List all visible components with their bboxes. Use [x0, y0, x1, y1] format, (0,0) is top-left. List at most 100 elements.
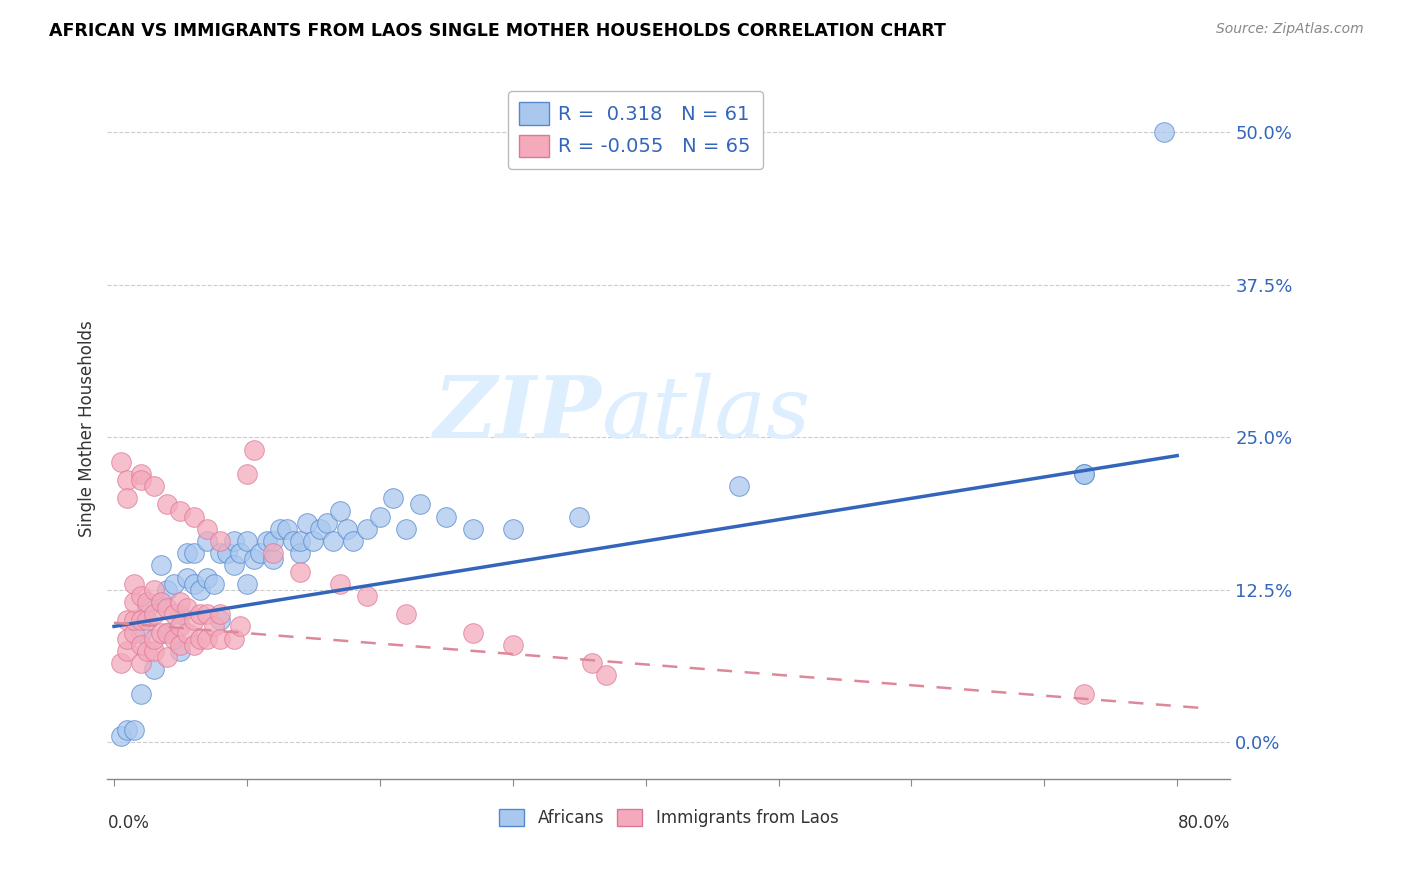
- Point: [288, 546, 311, 560]
- Point: [342, 534, 364, 549]
- Point: [190, 607, 212, 622]
- Point: [502, 522, 524, 536]
- Point: [149, 595, 172, 609]
- Point: [156, 649, 179, 664]
- Point: [156, 582, 179, 597]
- Point: [302, 534, 325, 549]
- Point: [209, 613, 232, 627]
- Point: [183, 613, 205, 627]
- Point: [156, 498, 179, 512]
- Point: [136, 644, 159, 658]
- Point: [461, 625, 484, 640]
- Point: [169, 619, 191, 633]
- Point: [202, 576, 225, 591]
- Point: [329, 576, 352, 591]
- Point: [129, 613, 152, 627]
- Point: [163, 576, 186, 591]
- Point: [288, 565, 311, 579]
- Point: [136, 613, 159, 627]
- Point: [222, 534, 245, 549]
- Point: [176, 601, 198, 615]
- Point: [309, 522, 332, 536]
- Point: [176, 546, 198, 560]
- Point: [336, 522, 359, 536]
- Point: [117, 491, 139, 506]
- Point: [176, 625, 198, 640]
- Point: [202, 619, 225, 633]
- Point: [595, 668, 617, 682]
- Point: [215, 546, 238, 560]
- Point: [163, 632, 186, 646]
- Point: [149, 625, 172, 640]
- Point: [315, 516, 337, 530]
- Point: [169, 607, 191, 622]
- Point: [117, 644, 139, 658]
- Point: [727, 479, 749, 493]
- Point: [129, 638, 152, 652]
- Point: [142, 582, 165, 597]
- Point: [395, 522, 418, 536]
- Point: [169, 644, 191, 658]
- Point: [129, 473, 152, 487]
- Point: [249, 546, 271, 560]
- Text: 80.0%: 80.0%: [1178, 814, 1230, 832]
- Point: [183, 576, 205, 591]
- Point: [122, 595, 145, 609]
- Point: [322, 534, 344, 549]
- Point: [142, 479, 165, 493]
- Point: [1073, 686, 1095, 700]
- Point: [263, 552, 285, 566]
- Point: [242, 552, 264, 566]
- Point: [142, 607, 165, 622]
- Point: [142, 662, 165, 676]
- Point: [136, 595, 159, 609]
- Point: [209, 607, 232, 622]
- Point: [434, 509, 457, 524]
- Point: [195, 607, 218, 622]
- Point: [122, 625, 145, 640]
- Point: [142, 632, 165, 646]
- Point: [122, 613, 145, 627]
- Point: [356, 589, 378, 603]
- Point: [229, 546, 252, 560]
- Point: [329, 503, 352, 517]
- Point: [122, 723, 145, 738]
- Point: [129, 686, 152, 700]
- Point: [110, 729, 132, 743]
- Point: [163, 607, 186, 622]
- Point: [183, 546, 205, 560]
- Point: [183, 638, 205, 652]
- Point: [129, 625, 152, 640]
- Point: [581, 656, 603, 670]
- Point: [408, 498, 430, 512]
- Point: [110, 455, 132, 469]
- Y-axis label: Single Mother Households: Single Mother Households: [79, 320, 96, 537]
- Point: [236, 576, 259, 591]
- Point: [117, 473, 139, 487]
- Point: [117, 632, 139, 646]
- Point: [190, 582, 212, 597]
- Point: [502, 638, 524, 652]
- Point: [236, 467, 259, 481]
- Point: [263, 546, 285, 560]
- Point: [269, 522, 291, 536]
- Point: [263, 534, 285, 549]
- Point: [156, 625, 179, 640]
- Point: [222, 558, 245, 573]
- Text: Source: ZipAtlas.com: Source: ZipAtlas.com: [1216, 22, 1364, 37]
- Point: [136, 601, 159, 615]
- Point: [222, 632, 245, 646]
- Point: [1073, 467, 1095, 481]
- Point: [209, 546, 232, 560]
- Point: [229, 619, 252, 633]
- Point: [169, 638, 191, 652]
- Text: ZIP: ZIP: [433, 372, 602, 456]
- Text: atlas: atlas: [602, 373, 811, 456]
- Point: [256, 534, 278, 549]
- Point: [183, 509, 205, 524]
- Point: [382, 491, 405, 506]
- Point: [129, 467, 152, 481]
- Point: [1153, 125, 1175, 139]
- Point: [236, 534, 259, 549]
- Point: [283, 534, 305, 549]
